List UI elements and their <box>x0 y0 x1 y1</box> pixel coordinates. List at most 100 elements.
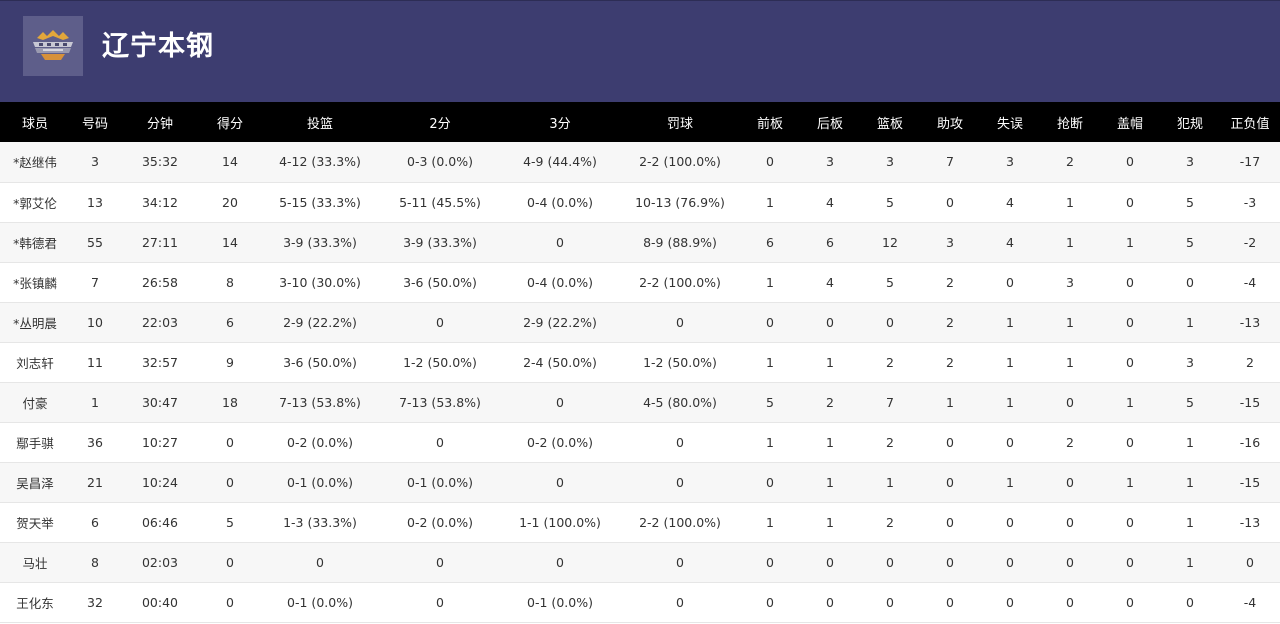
stat-cell: 0 <box>556 394 564 410</box>
stat-cell: 0 <box>946 474 954 490</box>
stat-cell: 0 <box>1126 314 1134 330</box>
stat-cell: 5 <box>766 394 774 410</box>
stat-cell: 55 <box>87 234 103 250</box>
player-name-cell: 付豪 <box>22 395 48 411</box>
stat-cell: 1 <box>826 434 834 450</box>
stat-cell: 0 <box>766 594 774 610</box>
stat-cell: 10:27 <box>141 434 179 450</box>
stat-cell: 2 <box>946 274 954 290</box>
stat-cell: 1 <box>1186 434 1194 450</box>
stat-cell: -2 <box>1243 234 1257 250</box>
stat-cell: 0 <box>676 554 684 570</box>
stat-cell: 1 <box>826 474 834 490</box>
stat-cell: 1 <box>1126 394 1134 410</box>
stat-cell: 3-6 (50.0%) <box>283 354 357 370</box>
stat-cell: 0 <box>436 554 444 570</box>
table-row: 刘志轩 11 32:57 9 3-6 (50.0%) 1-2 (50.0%) 2-4 (50… <box>0 342 1280 382</box>
stat-cell: 30:47 <box>141 394 179 410</box>
stat-cell: 4-12 (33.3%) <box>279 154 361 170</box>
stat-cell: 5 <box>1186 234 1194 250</box>
stat-cell: 0 <box>226 474 234 490</box>
column-header: 抢断 <box>1056 116 1083 132</box>
stat-cell: 0 <box>766 474 774 490</box>
column-header: 篮板 <box>876 116 903 132</box>
stat-cell: 0 <box>436 594 444 610</box>
stat-cell: 0 <box>1066 514 1074 530</box>
stat-cell: 7-13 (53.8%) <box>399 394 481 410</box>
stat-cell: 0 <box>766 554 774 570</box>
stat-cell: 0 <box>556 474 564 490</box>
column-header: 得分 <box>216 116 243 132</box>
stat-cell: 0 <box>676 314 684 330</box>
stat-cell: 0 <box>1246 554 1254 570</box>
table-row: 马壮 8 02:03 0 0 0 0 0 0 0 0 0 0 0 0 1 0 <box>0 542 1280 582</box>
stat-cell: 2 <box>886 434 894 450</box>
table-row: 吴昌泽 21 10:24 0 0-1 (0.0%) 0-1 (0.0%) 0 0 0 1 1 0 1 0 1… <box>0 462 1280 502</box>
stat-cell: 4-9 (44.4%) <box>523 154 597 170</box>
stat-cell: 26:58 <box>141 274 179 290</box>
stat-cell: 0 <box>1006 594 1014 610</box>
stat-cell: 32 <box>87 594 103 610</box>
stat-cell: 0 <box>1126 154 1134 170</box>
stat-cell: 0 <box>766 314 774 330</box>
stat-cell: 9 <box>226 354 234 370</box>
stat-cell: 27:11 <box>141 234 179 250</box>
stat-cell: 7-13 (53.8%) <box>279 394 361 410</box>
stat-cell: 8 <box>226 274 234 290</box>
stat-cell: 0 <box>946 194 954 210</box>
stat-cell: 0 <box>676 474 684 490</box>
player-name-cell: 鄢手骐 <box>16 435 54 451</box>
stat-cell: 0 <box>556 234 564 250</box>
stat-cell: 0 <box>886 594 894 610</box>
stat-cell: 0 <box>946 434 954 450</box>
stat-cell: 4 <box>1006 194 1014 210</box>
stat-cell: 12 <box>882 234 898 250</box>
stat-cell: 1-2 (50.0%) <box>403 354 477 370</box>
stat-cell: 1 <box>946 394 954 410</box>
stat-cell: 0 <box>1126 594 1134 610</box>
stat-cell: 0 <box>1066 474 1074 490</box>
stat-cell: 0-4 (0.0%) <box>527 274 593 290</box>
stat-cell: 0 <box>1186 594 1194 610</box>
stat-cell: 0 <box>316 554 324 570</box>
stat-cell: 1 <box>766 274 774 290</box>
stat-cell: 3 <box>1186 354 1194 370</box>
stat-cell: 1-1 (100.0%) <box>519 514 601 530</box>
stat-cell: 2 <box>886 354 894 370</box>
stat-cell: -15 <box>1239 394 1261 410</box>
stat-cell: 10-13 (76.9%) <box>635 194 725 210</box>
stat-cell: 0 <box>1006 274 1014 290</box>
stat-cell: 3 <box>1066 274 1074 290</box>
stat-cell: 0 <box>226 594 234 610</box>
stat-cell: 02:03 <box>141 554 179 570</box>
stat-cell: 0-2 (0.0%) <box>527 434 593 450</box>
stat-cell: 0 <box>1186 274 1194 290</box>
stat-cell: 0 <box>826 314 834 330</box>
stat-cell: 4 <box>826 194 834 210</box>
column-header: 3分 <box>549 116 571 132</box>
stat-cell: 1 <box>766 514 774 530</box>
stat-cell: 2 <box>946 314 954 330</box>
stat-cell: 3 <box>1186 154 1194 170</box>
column-header: 前板 <box>756 116 783 132</box>
stat-cell: 1 <box>766 354 774 370</box>
stat-cell: 0-1 (0.0%) <box>287 474 353 490</box>
column-header: 正负值 <box>1230 116 1270 132</box>
stat-cell: 1 <box>1006 354 1014 370</box>
stat-cell: 3 <box>826 154 834 170</box>
stat-cell: 1 <box>1006 394 1014 410</box>
stat-cell: 0 <box>1066 594 1074 610</box>
stat-cell: 2 <box>946 354 954 370</box>
stat-cell: 5 <box>226 514 234 530</box>
stat-cell: 6 <box>826 234 834 250</box>
stat-cell: 3 <box>946 234 954 250</box>
stat-cell: 5 <box>1186 194 1194 210</box>
table-row: *韩德君 55 27:11 14 3-9 (33.3%) 3-9 (33.3%) 0 8-9 … <box>0 222 1280 262</box>
stat-cell: 1 <box>1006 314 1014 330</box>
stat-cell: -15 <box>1239 474 1261 490</box>
stat-cell: 36 <box>87 434 103 450</box>
stat-cell: 5 <box>1186 394 1194 410</box>
stat-cell: 0-2 (0.0%) <box>287 434 353 450</box>
stat-cell: 2 <box>886 514 894 530</box>
stat-cell: 32:57 <box>141 354 179 370</box>
